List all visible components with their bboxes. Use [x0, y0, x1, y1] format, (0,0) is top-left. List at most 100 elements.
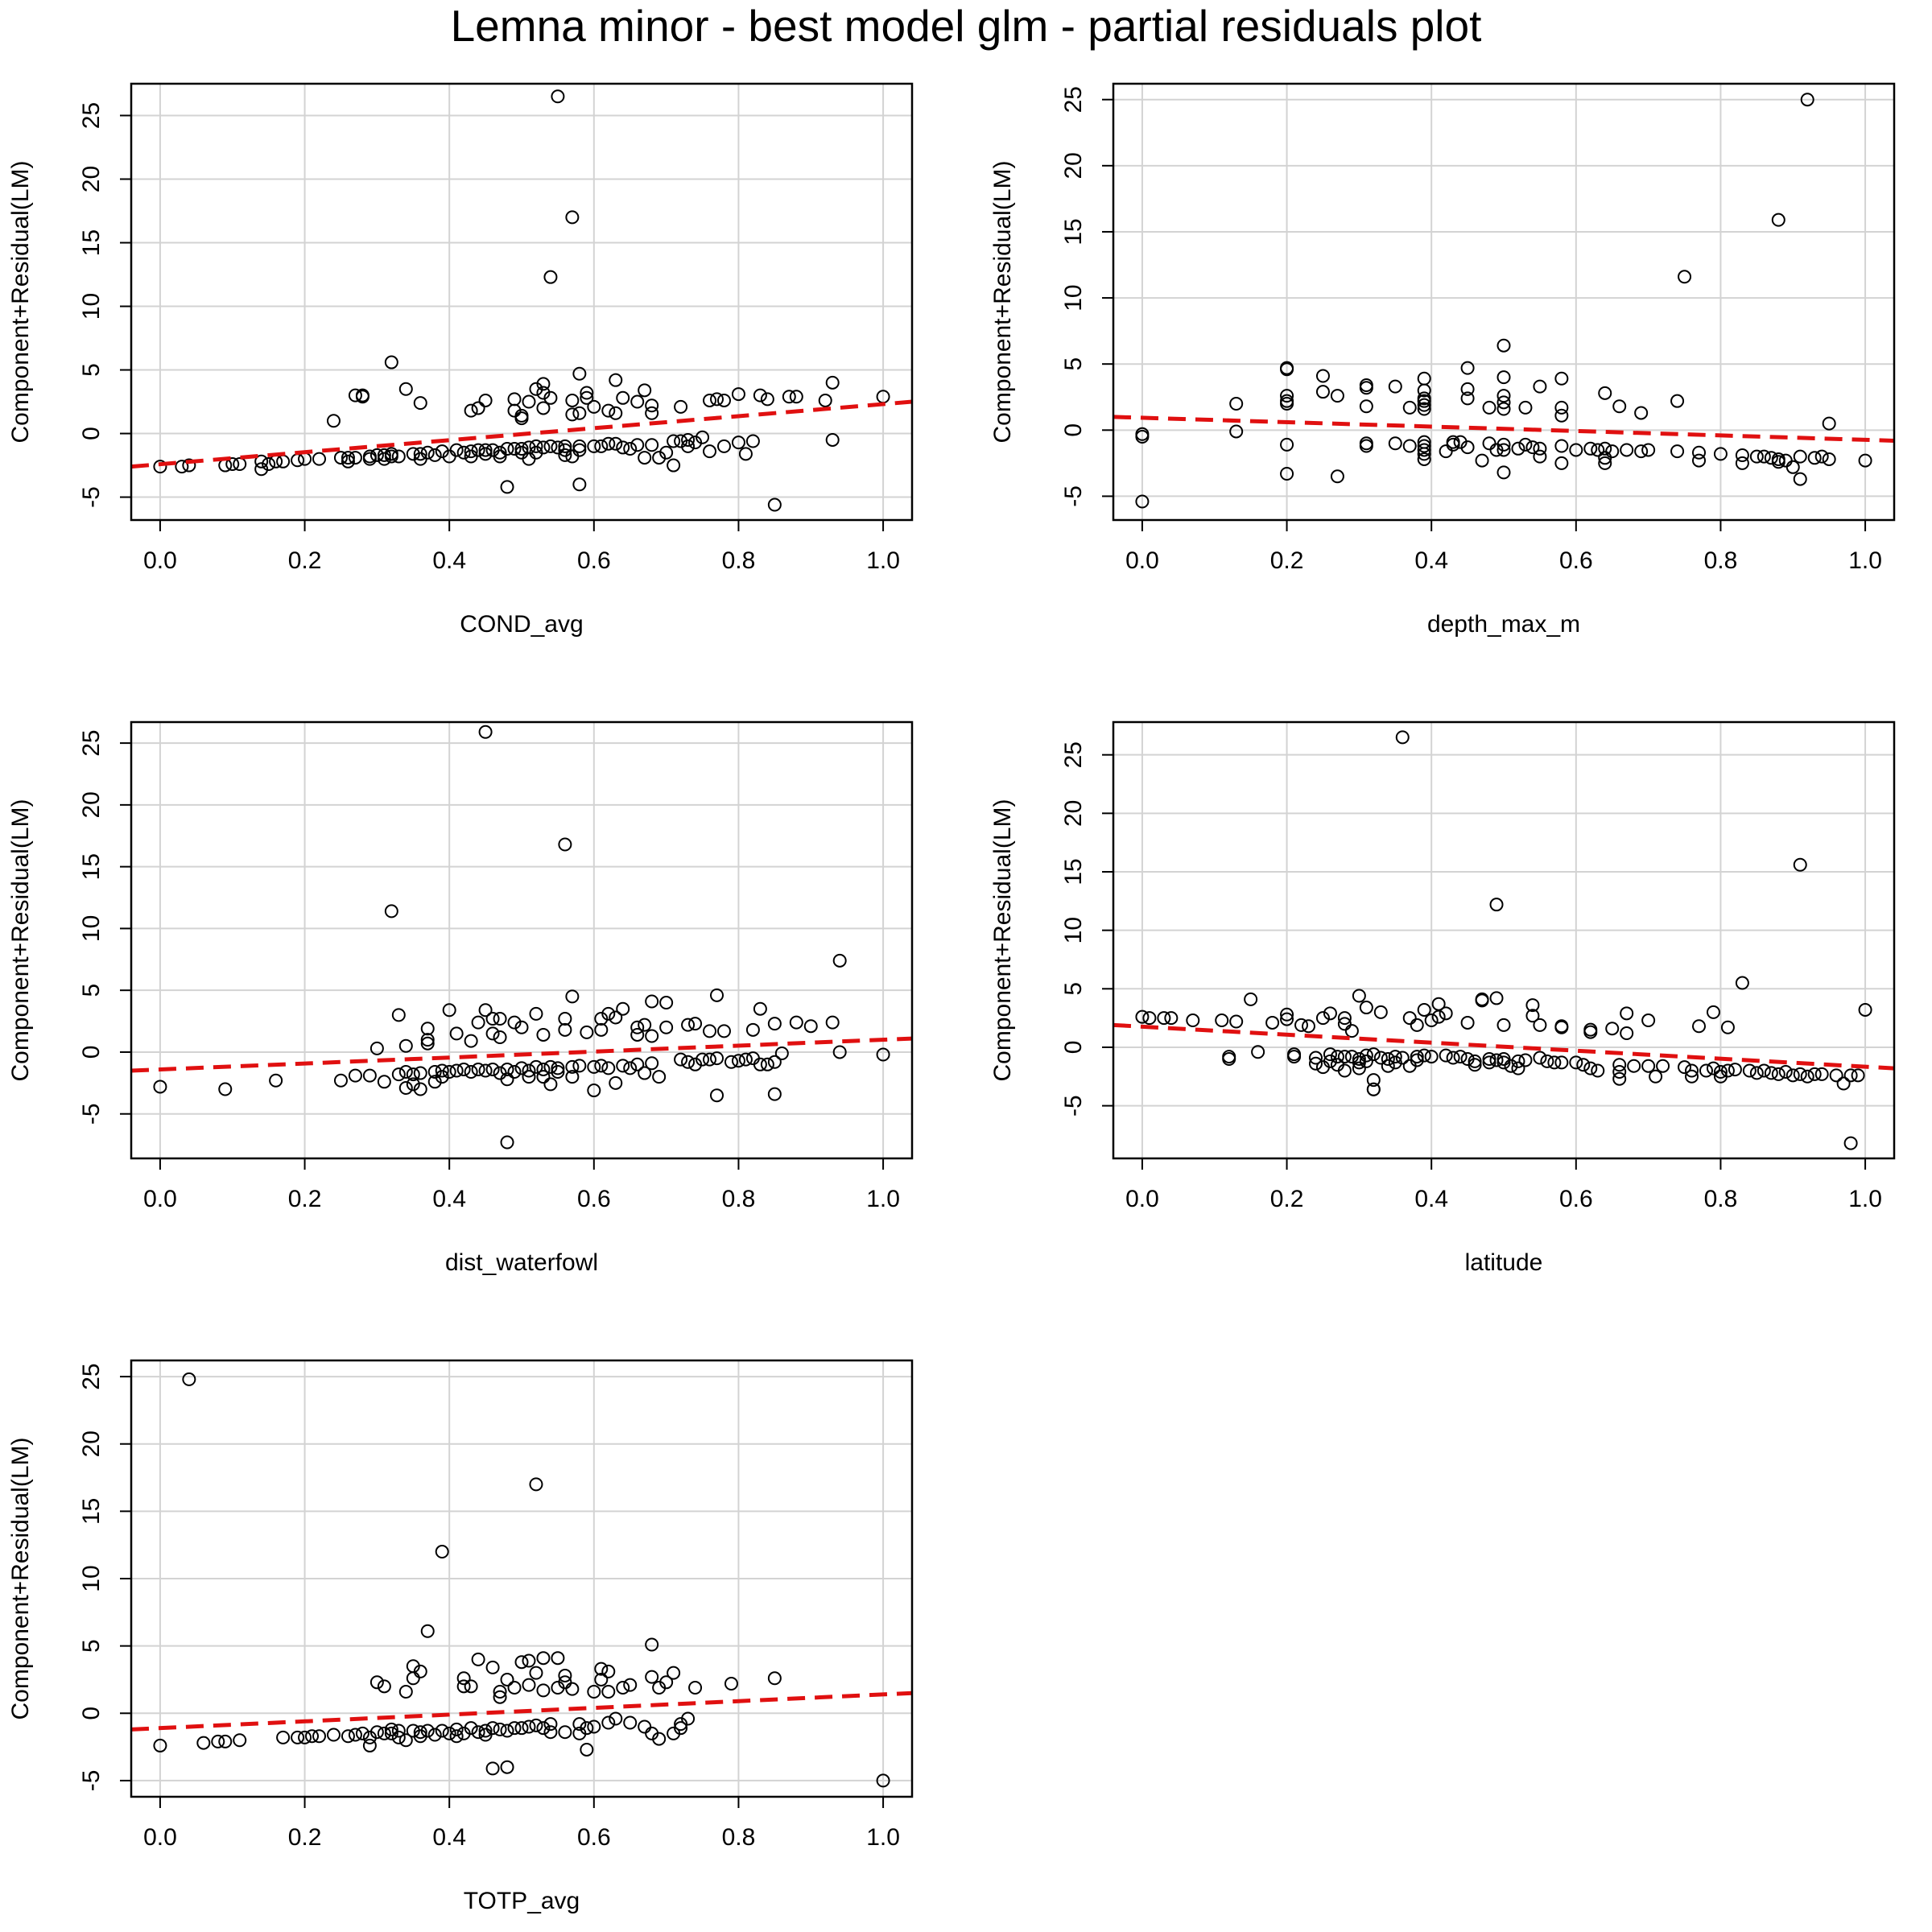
data-point	[1554, 439, 1569, 453]
data-point	[753, 1057, 767, 1071]
data-point	[1424, 1050, 1439, 1064]
data-point	[233, 456, 247, 471]
x-axis: 0.0 0.2 0.4 0.6 0.8 1.0	[143, 1797, 900, 1851]
data-point	[1778, 1064, 1793, 1079]
data-point	[630, 1057, 645, 1071]
data-point	[427, 1728, 442, 1742]
data-point	[1215, 1013, 1229, 1028]
y-tick-label: 5	[78, 1639, 105, 1653]
data-point	[507, 1015, 522, 1030]
data-point	[254, 454, 269, 469]
data-point	[1244, 992, 1258, 1006]
data-point	[326, 414, 341, 428]
data-point	[529, 1666, 543, 1680]
data-point	[1446, 1051, 1460, 1065]
data-point	[1395, 730, 1410, 745]
data-point	[1720, 1020, 1735, 1034]
data-point	[609, 406, 623, 420]
data-point	[543, 1717, 558, 1732]
data-point	[580, 386, 594, 400]
data-point	[1337, 1017, 1352, 1031]
data-point	[760, 392, 774, 407]
data-point	[1468, 1058, 1482, 1072]
data-point	[1229, 396, 1244, 411]
data-point	[601, 403, 616, 418]
x-tick-label: 1.0	[866, 1824, 900, 1851]
data-point	[522, 1063, 536, 1078]
data-point	[456, 1679, 471, 1694]
y-tick-label: 15	[78, 229, 105, 256]
data-point	[760, 1057, 774, 1071]
data-point	[1735, 976, 1749, 990]
data-point	[500, 1072, 514, 1087]
data-point	[1785, 1068, 1800, 1083]
data-point	[1843, 1136, 1858, 1150]
data-point	[413, 1066, 427, 1080]
y-tick-label: 5	[1060, 982, 1087, 996]
data-point	[572, 443, 587, 457]
data-point	[449, 1026, 464, 1041]
y-tick-label: 0	[1060, 423, 1087, 437]
x-tick-label: 0.8	[722, 1824, 756, 1851]
data-point	[1533, 441, 1547, 456]
data-point	[1829, 1068, 1843, 1083]
data-point	[384, 449, 398, 464]
data-point	[716, 393, 731, 407]
data-point	[681, 1711, 696, 1726]
data-point	[1439, 1048, 1453, 1063]
data-point	[1612, 1064, 1627, 1079]
data-point	[1417, 402, 1431, 416]
data-point	[688, 1057, 703, 1071]
data-point	[522, 394, 536, 409]
data-point	[435, 1545, 449, 1559]
data-point	[1446, 437, 1460, 452]
data-point	[471, 401, 485, 415]
data-point	[391, 1008, 406, 1022]
data-point	[710, 392, 724, 407]
y-tick-label: 10	[78, 1565, 105, 1591]
data-point	[1330, 1050, 1344, 1064]
data-point	[1612, 1071, 1627, 1086]
plot-frame	[130, 720, 914, 1160]
data-point	[493, 1030, 507, 1045]
data-point	[1511, 1061, 1525, 1075]
data-point	[1554, 456, 1569, 470]
data-point	[767, 1087, 782, 1101]
data-point	[225, 456, 240, 471]
x-tick-label: 0.4	[1414, 1186, 1448, 1212]
data-point	[485, 443, 500, 457]
data-point	[1135, 494, 1150, 509]
y-tick-label: -5	[1060, 485, 1087, 507]
data-point	[420, 1724, 435, 1738]
y-tick-label: 10	[78, 915, 105, 942]
data-point	[1778, 453, 1793, 468]
data-point	[558, 439, 572, 453]
data-point	[565, 1059, 580, 1074]
data-point	[1569, 443, 1583, 457]
data-point	[1525, 998, 1540, 1013]
data-point	[609, 1075, 623, 1090]
data-point	[1605, 1022, 1620, 1036]
data-point	[1388, 1050, 1402, 1064]
data-point	[1858, 453, 1872, 468]
data-point	[507, 442, 522, 456]
data-point	[659, 1675, 674, 1690]
data-point	[1533, 449, 1547, 464]
data-point	[1417, 1002, 1431, 1017]
data-point	[1280, 389, 1294, 403]
x-tick-label: 0.6	[577, 1824, 611, 1851]
data-point	[558, 1022, 572, 1037]
data-point	[609, 1711, 623, 1726]
data-point	[674, 399, 688, 414]
data-point	[384, 1726, 398, 1740]
y-axis-label: Component+Residual(LM)	[7, 1437, 34, 1719]
data-point	[391, 449, 406, 464]
data-point	[731, 387, 745, 402]
data-point	[384, 904, 398, 919]
data-point	[1489, 898, 1504, 912]
data-point	[1439, 1006, 1453, 1021]
plot-panel-1: 0.0 0.2 0.4 0.6 0.8 1.0 -5 0 5 10 15 20 25 COND_avg Co…	[7, 82, 914, 638]
data-point	[825, 432, 840, 447]
data-point	[485, 1062, 500, 1076]
data-point	[681, 1018, 696, 1032]
